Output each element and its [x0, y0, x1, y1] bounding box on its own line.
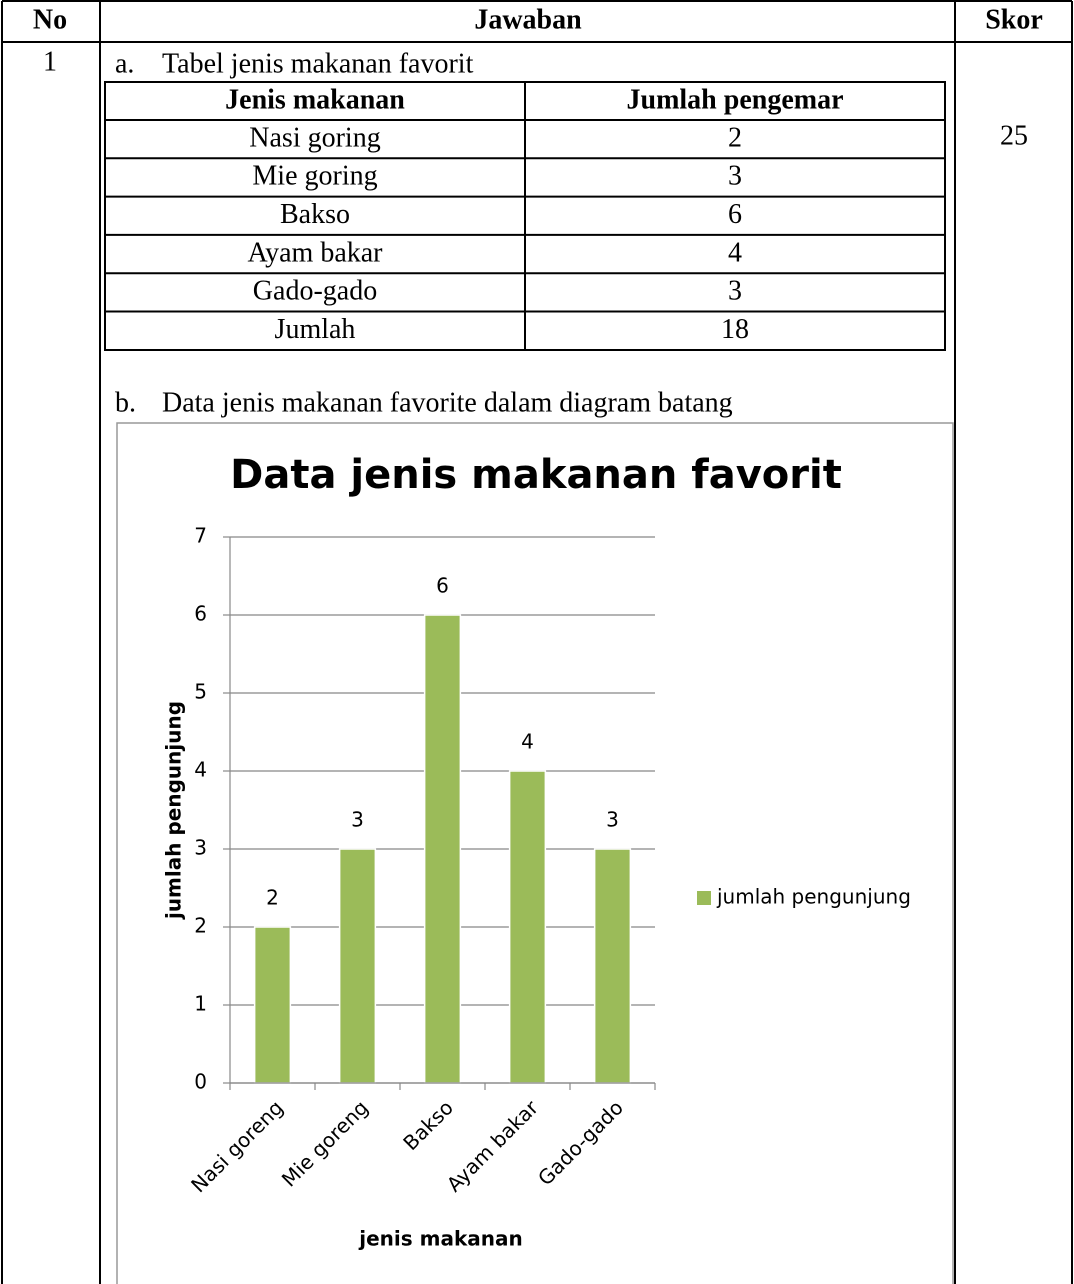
y-axis-label: jumlah pengunjung [162, 701, 186, 920]
y-tick-label: 6 [194, 602, 207, 626]
cell: 6 [728, 199, 742, 230]
data-label: 4 [521, 730, 534, 754]
item-text: Data jenis makanan favorite dalam diagra… [162, 387, 733, 418]
legend-label: jumlah pengunjung [716, 885, 911, 909]
y-tick-label: 3 [194, 836, 207, 860]
bar [253, 926, 292, 1084]
cell: Ayam bakar [247, 237, 383, 268]
item-label: b. [115, 387, 136, 418]
cell: Jumlah [275, 314, 356, 345]
y-tick-label: 1 [194, 992, 207, 1016]
y-tick-label: 5 [194, 680, 207, 704]
header: Jumlah pengemar [627, 84, 844, 115]
item-label: a. [115, 48, 134, 79]
data-label: 6 [436, 574, 449, 598]
cell: 2 [728, 122, 742, 153]
y-tick-label: 2 [194, 914, 207, 938]
cell: Gado-gado [253, 276, 377, 307]
row-no: 1 [43, 46, 57, 77]
cell: Bakso [280, 199, 350, 230]
cell: 18 [721, 314, 749, 345]
y-tick-label: 4 [194, 758, 207, 782]
bar [508, 770, 547, 1084]
bar [593, 848, 632, 1084]
legend-swatch [697, 891, 711, 905]
x-axis-label: jenis makanan [358, 1227, 523, 1251]
header: Jawaban [474, 4, 582, 35]
cell: 3 [728, 161, 742, 192]
cell: Mie goring [252, 161, 377, 192]
cell: 3 [728, 276, 742, 307]
bar [338, 848, 377, 1084]
cell: Nasi goring [249, 122, 380, 153]
chart-title: Data jenis makanan favorit [230, 452, 842, 498]
bar [423, 614, 462, 1084]
header: No [33, 4, 67, 35]
cell: 4 [728, 237, 742, 268]
data-label: 2 [266, 886, 279, 910]
item-text: Tabel jenis makanan favorit [162, 48, 474, 79]
data-label: 3 [351, 808, 364, 832]
data-label: 3 [606, 808, 619, 832]
header: Jenis makanan [225, 84, 405, 115]
y-tick-label: 7 [194, 524, 207, 548]
y-tick-label: 0 [194, 1070, 207, 1094]
score: 25 [1000, 120, 1028, 151]
header: Skor [985, 4, 1043, 35]
